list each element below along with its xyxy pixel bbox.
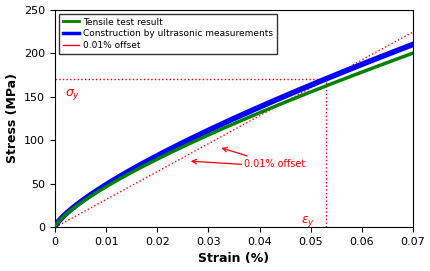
Text: 0.01% offset: 0.01% offset	[222, 147, 305, 169]
Text: $\sigma_y$: $\sigma_y$	[65, 87, 80, 102]
X-axis label: Strain (%): Strain (%)	[198, 253, 269, 265]
Y-axis label: Stress (MPa): Stress (MPa)	[6, 73, 18, 163]
Legend: Tensile test result, Construction by ultrasonic measurements, 0.01% offset: Tensile test result, Construction by ult…	[59, 14, 276, 54]
Text: $\varepsilon_y$: $\varepsilon_y$	[301, 214, 314, 229]
